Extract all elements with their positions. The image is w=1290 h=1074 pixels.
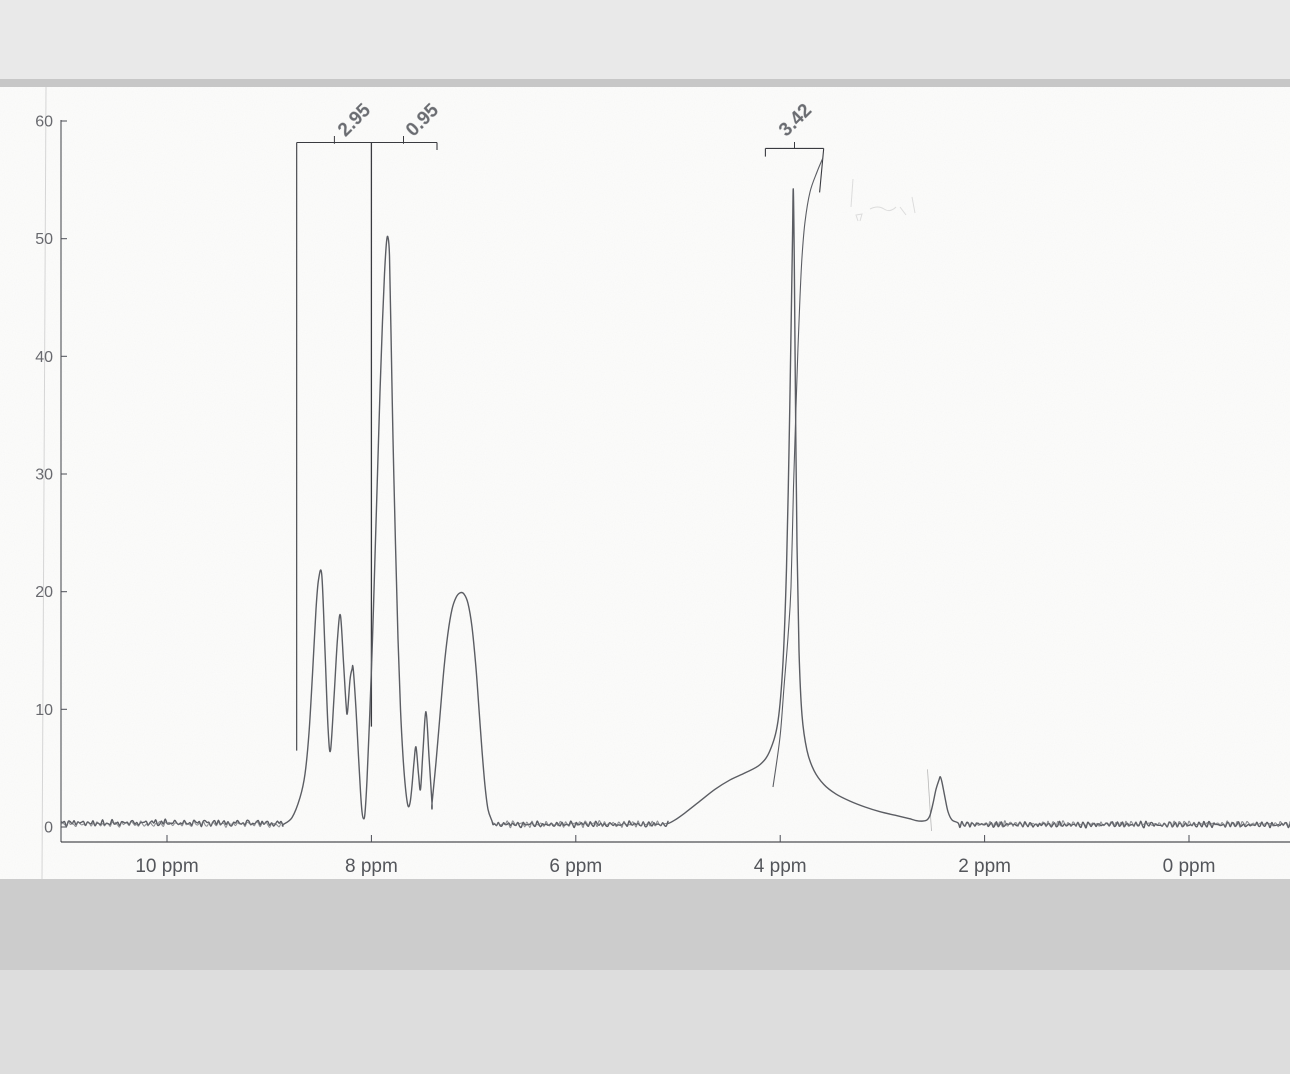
svg-text:8 ppm: 8 ppm [345, 856, 398, 877]
svg-text:0 ppm: 0 ppm [1163, 856, 1216, 877]
svg-text:0: 0 [44, 820, 53, 837]
svg-text:60: 60 [35, 114, 53, 131]
svg-text:30: 30 [35, 467, 53, 484]
svg-text:50: 50 [35, 231, 53, 248]
svg-text:2 ppm: 2 ppm [958, 856, 1011, 877]
svg-text:10: 10 [35, 702, 53, 719]
svg-text:4 ppm: 4 ppm [754, 856, 807, 877]
svg-text:6 ppm: 6 ppm [549, 856, 602, 877]
svg-text:40: 40 [35, 349, 53, 366]
svg-text:20: 20 [35, 584, 53, 601]
svg-text:10 ppm: 10 ppm [135, 856, 198, 877]
